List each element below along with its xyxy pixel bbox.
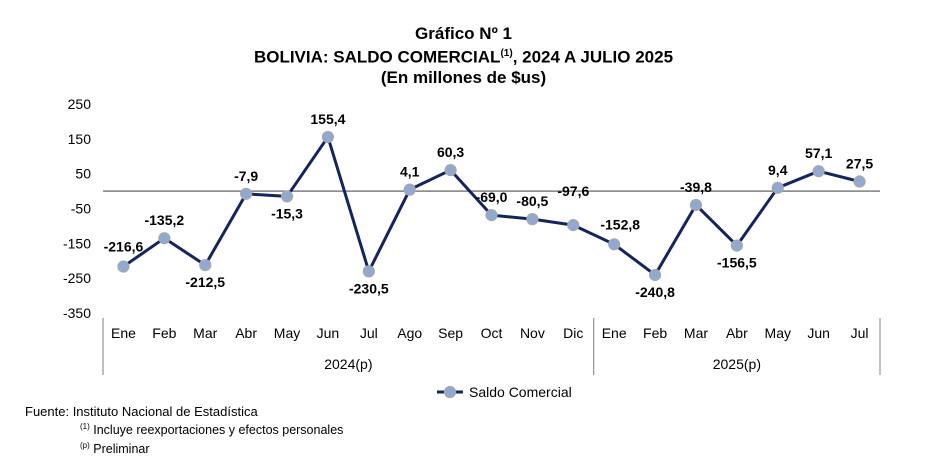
data-point bbox=[812, 165, 825, 178]
data-label: -152,8 bbox=[600, 216, 640, 232]
legend-marker bbox=[443, 385, 457, 399]
chart-titles: Gráfico Nº 1 BOLIVIA: SALDO COMERCIAL(1)… bbox=[0, 24, 927, 88]
data-label: -230,5 bbox=[349, 280, 389, 296]
x-tick-label: Dic bbox=[563, 325, 583, 341]
chart-title-main: BOLIVIA: SALDO COMERCIAL bbox=[253, 47, 501, 67]
data-point bbox=[117, 260, 130, 273]
y-tick-label: -250 bbox=[63, 270, 91, 286]
data-label: -97,6 bbox=[557, 183, 589, 199]
y-tick-label: 150 bbox=[68, 131, 92, 147]
y-tick-label: -50 bbox=[71, 201, 91, 217]
data-point bbox=[485, 209, 498, 222]
footnote-2-text: Preliminar bbox=[89, 442, 150, 457]
data-point bbox=[771, 181, 784, 194]
x-tick-label: Feb bbox=[643, 325, 667, 341]
x-tick-label: Sep bbox=[438, 325, 463, 341]
data-label: -212,5 bbox=[185, 274, 225, 290]
x-tick-label: Abr bbox=[726, 325, 748, 341]
data-label: -216,6 bbox=[104, 239, 144, 255]
y-tick-label: 50 bbox=[75, 166, 91, 182]
footnote-1-text: Incluye reexportaciones y efectos person… bbox=[89, 423, 344, 438]
x-tick-label: Jun bbox=[317, 325, 340, 341]
data-point bbox=[362, 265, 375, 278]
footnote-2-marker: (p) bbox=[80, 441, 90, 451]
data-point bbox=[199, 259, 212, 272]
data-label: -7,9 bbox=[234, 168, 258, 184]
data-label: -69,0 bbox=[476, 189, 508, 205]
data-point bbox=[321, 130, 335, 144]
data-point bbox=[444, 163, 457, 177]
chart-title-line2: BOLIVIA: SALDO COMERCIAL(1), 2024 A JULI… bbox=[0, 44, 927, 68]
chart-subtitle: (En millones de $us) bbox=[380, 67, 547, 87]
data-point bbox=[608, 238, 621, 251]
data-point bbox=[280, 190, 294, 203]
data-label: 4,1 bbox=[400, 164, 420, 180]
data-label: 155,4 bbox=[310, 111, 345, 127]
data-label: -80,5 bbox=[516, 193, 548, 209]
data-point bbox=[689, 198, 703, 212]
data-label: 57,1 bbox=[805, 145, 832, 161]
x-tick-label: Abr bbox=[235, 325, 257, 341]
line-chart: 250 150 50 -50 -150 -250 -350 2024(p) 2025(p) Ene… bbox=[63, 96, 881, 400]
y-tick-label: 250 bbox=[68, 96, 92, 112]
data-label: -135,2 bbox=[144, 212, 184, 228]
x-tick-label: Feb bbox=[152, 325, 176, 341]
data-label: -240,8 bbox=[635, 284, 675, 300]
x-tick-label: Jul bbox=[851, 325, 869, 341]
footnote-1-marker: (1) bbox=[80, 422, 90, 431]
footnote-2: (p) Preliminar bbox=[25, 438, 343, 457]
data-label: 27,5 bbox=[846, 156, 873, 172]
data-label: -15,3 bbox=[271, 205, 303, 221]
chart-title-line1: Gráfico Nº 1 bbox=[415, 24, 512, 43]
data-point bbox=[526, 213, 539, 226]
data-label: -39,8 bbox=[680, 179, 712, 195]
data-point bbox=[240, 187, 253, 200]
y-tick-label: -350 bbox=[63, 305, 91, 321]
group-label: 2024(p) bbox=[324, 356, 372, 372]
group-label: 2025(p) bbox=[713, 356, 761, 372]
data-point bbox=[567, 218, 580, 232]
y-tick-label: -150 bbox=[63, 235, 91, 251]
data-point bbox=[158, 232, 171, 245]
x-tick-label: Mar bbox=[193, 325, 217, 341]
data-point bbox=[853, 175, 866, 188]
chart-title-rest: , 2024 A JULIO 2025 bbox=[512, 47, 674, 67]
data-label: 9,4 bbox=[768, 162, 788, 178]
source-note: Fuente: Instituto Nacional de Estadístic… bbox=[25, 404, 258, 419]
data-label: -156,5 bbox=[717, 255, 757, 271]
footnote-1: (1) Incluye reexportaciones y efectos pe… bbox=[25, 419, 343, 438]
data-label: 60,3 bbox=[437, 144, 464, 160]
x-tick-label: Ago bbox=[397, 325, 422, 341]
x-tick-label: May bbox=[765, 325, 791, 341]
x-tick-label: Oct bbox=[481, 325, 503, 341]
x-tick-label: May bbox=[274, 325, 300, 341]
x-tick-label: Ene bbox=[602, 325, 627, 341]
data-point bbox=[403, 183, 416, 196]
chart-title-footnote-ref: (1) bbox=[500, 48, 513, 59]
x-tick-label: Nov bbox=[520, 325, 545, 341]
data-point bbox=[648, 268, 662, 282]
x-tick-label: Mar bbox=[684, 325, 708, 341]
x-tick-label: Ene bbox=[111, 325, 136, 341]
x-tick-label: Jun bbox=[807, 325, 830, 341]
legend-label: Saldo Comercial bbox=[469, 384, 572, 400]
x-tick-label: Jul bbox=[360, 325, 378, 341]
chart-footer: Fuente: Instituto Nacional de Estadístic… bbox=[25, 404, 343, 457]
data-point bbox=[730, 239, 743, 252]
